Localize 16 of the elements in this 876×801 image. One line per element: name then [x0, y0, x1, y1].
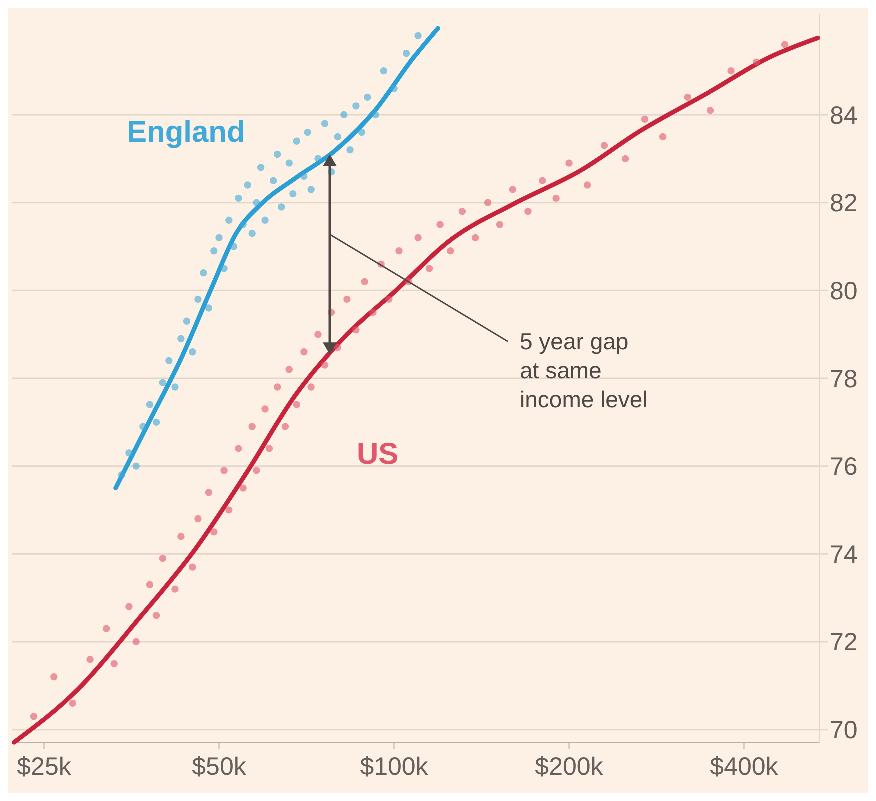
annotation: 5 year gap at same income level	[520, 328, 648, 413]
y-tick-label: 76	[830, 453, 858, 482]
series-label: England	[127, 116, 246, 149]
y-tick-label: 70	[830, 716, 858, 745]
y-tick-label: 78	[830, 365, 858, 394]
y-tick-label: 74	[830, 540, 858, 569]
x-tick-label: $200k	[535, 753, 604, 781]
x-tick-label: $50k	[192, 753, 247, 781]
y-tick-label: 82	[830, 190, 858, 218]
x-tick-label: $25k	[17, 753, 72, 781]
x-tick-label: $400k	[710, 753, 779, 781]
x-tick-label: $100k	[360, 753, 429, 781]
y-tick-label: 72	[830, 628, 858, 657]
y-tick-label: 80	[830, 277, 858, 306]
text: US	[357, 438, 399, 471]
y-tick-label: 84	[830, 102, 858, 130]
